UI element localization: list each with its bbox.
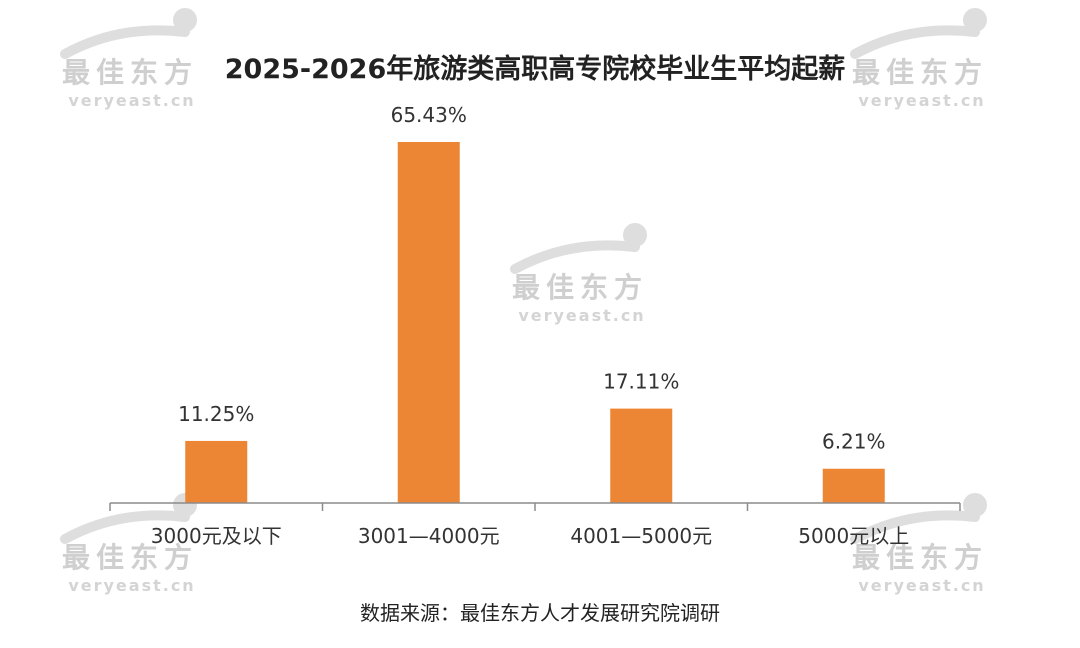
- watermark-dot: [623, 223, 647, 247]
- bar-2: [397, 142, 460, 503]
- watermark-logo-text: 最佳东方: [62, 541, 198, 574]
- watermark-logo: 最佳东方 veryeast.cn: [850, 493, 988, 595]
- x-tick-label-2: 3001—4000元: [358, 524, 500, 548]
- watermark-url-text: veryeast.cn: [68, 91, 195, 110]
- watermark-logo-text: 最佳东方: [852, 56, 988, 89]
- watermark-logo-text: 最佳东方: [512, 271, 648, 304]
- watermark-logo: 最佳东方 veryeast.cn: [850, 8, 988, 110]
- watermark-url-text: veryeast.cn: [858, 91, 985, 110]
- watermark-dot: [173, 8, 197, 32]
- watermark-dot: [963, 493, 987, 517]
- watermark-swoosh: [850, 25, 980, 59]
- x-axis: [109, 502, 961, 511]
- watermark-swoosh: [850, 510, 980, 544]
- data-label-4: 6.21%: [822, 430, 886, 454]
- source-note: 数据来源：最佳东方人才发展研究院调研: [360, 601, 720, 625]
- watermark-swoosh: [60, 25, 190, 59]
- watermark-url-text: veryeast.cn: [858, 576, 985, 595]
- watermark-logo-text: 最佳东方: [852, 541, 988, 574]
- watermark-dot: [963, 8, 987, 32]
- bar-4: [822, 468, 885, 503]
- watermark-logo: 最佳东方 veryeast.cn: [60, 493, 198, 595]
- watermark-swoosh: [60, 510, 190, 544]
- data-label-1: 11.25%: [178, 402, 254, 426]
- bar-1: [185, 440, 248, 503]
- chart-title: 2025-2026年旅游类高职高专院校毕业生平均起薪: [225, 53, 846, 85]
- bar-3: [610, 408, 673, 503]
- watermark-layer: 最佳东方 veryeast.cn 最佳东方 veryeast.cn 最佳东方 veryea…: [60, 8, 988, 595]
- watermark-logo-text: 最佳东方: [62, 56, 198, 89]
- value-label-group: 11.25% 65.43% 17.11% 6.21%: [178, 103, 885, 454]
- watermark-url-text: veryeast.cn: [518, 306, 645, 325]
- watermark-swoosh: [510, 240, 640, 274]
- watermark-logo: 最佳东方 veryeast.cn: [60, 8, 198, 110]
- data-label-3: 17.11%: [603, 370, 679, 394]
- x-tick-label-1: 3000元及以下: [151, 524, 282, 548]
- data-label-2: 65.43%: [391, 103, 467, 127]
- watermark-logo: 最佳东方 veryeast.cn: [510, 223, 648, 325]
- bar-group: [185, 142, 885, 503]
- x-tick-label-4: 5000元以上: [798, 524, 909, 548]
- x-tick-label-group: 3000元及以下 3001—4000元 4001—5000元 5000元以上: [151, 524, 909, 548]
- x-tick-label-3: 4001—5000元: [570, 524, 712, 548]
- watermark-url-text: veryeast.cn: [68, 576, 195, 595]
